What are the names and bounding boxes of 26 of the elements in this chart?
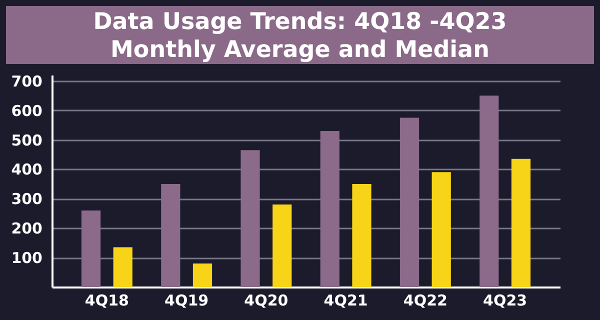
x-tick-label: 4Q18: [84, 292, 129, 310]
bar: [240, 150, 260, 287]
y-tick-label: 500: [11, 131, 42, 150]
bar: [511, 158, 531, 287]
bar: [480, 96, 499, 287]
x-tick-label: 4Q22: [403, 292, 448, 310]
y-tick-label: 700: [11, 72, 42, 90]
x-tick-label: 4Q21: [324, 292, 368, 310]
bar: [320, 130, 340, 287]
y-tick-label: 600: [11, 102, 42, 120]
x-tick-label: 4Q19: [164, 292, 209, 310]
bar: [192, 263, 212, 287]
y-tick-label: 400: [11, 160, 42, 179]
y-tick-label: 100: [11, 249, 42, 268]
x-tick-label: 4Q20: [244, 292, 288, 310]
bar: [113, 247, 132, 287]
y-tick-label: 300: [11, 190, 42, 208]
bar: [272, 204, 292, 287]
x-tick-label: 4Q23: [483, 292, 528, 310]
bar: [400, 118, 420, 287]
bar: [161, 184, 180, 287]
chart-title: Data Usage Trends: 4Q18 -4Q23 Monthly Average and Median: [6, 6, 594, 64]
bar: [81, 210, 101, 287]
bar: [432, 172, 451, 287]
y-tick-label: 200: [11, 220, 42, 238]
bar: [352, 184, 372, 287]
